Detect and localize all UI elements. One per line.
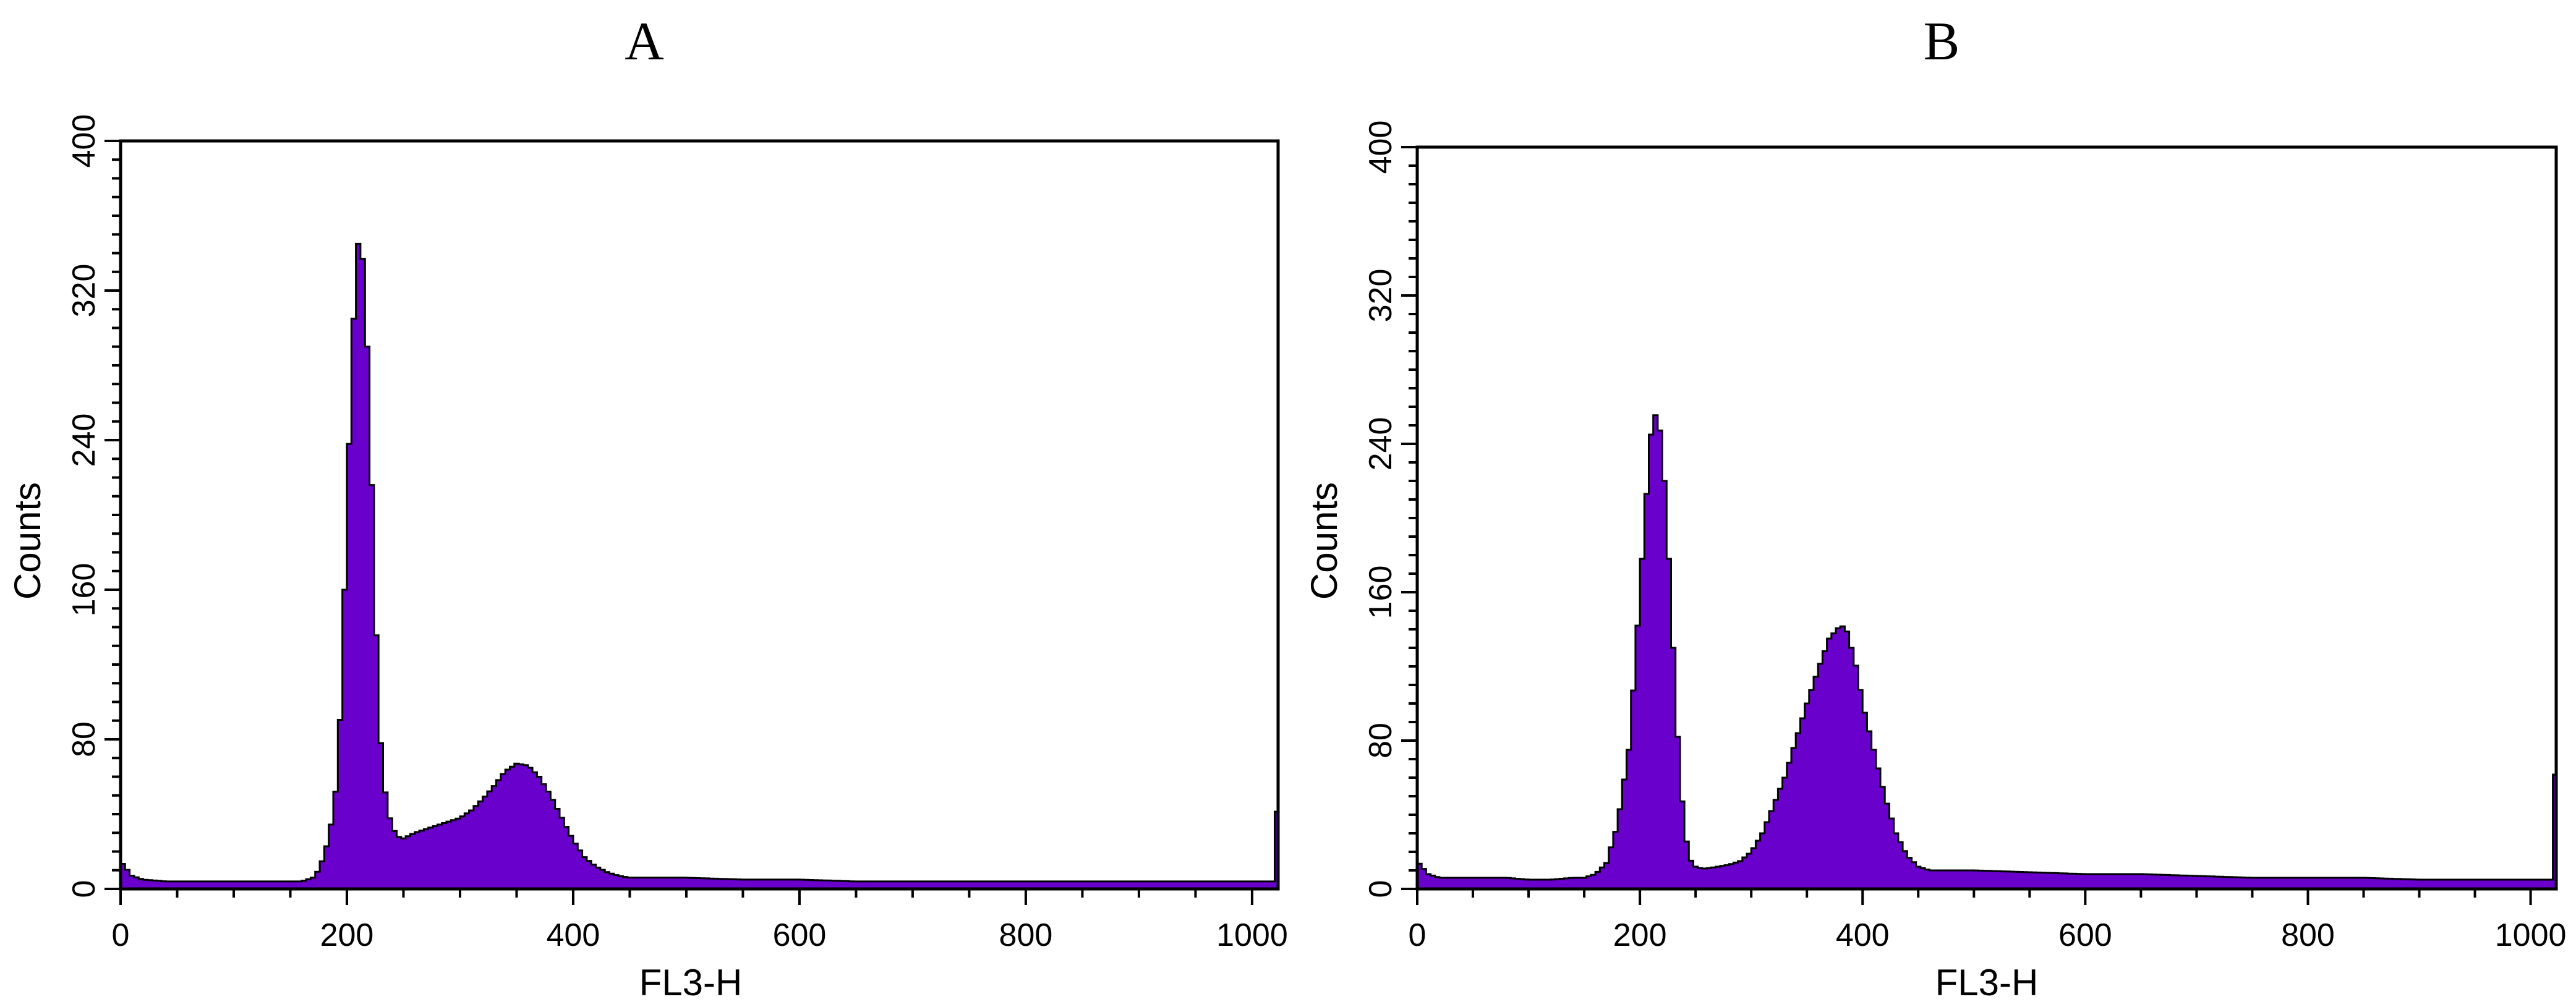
x-tick-label: 1000 — [2495, 917, 2567, 953]
x-tick-label: 600 — [2058, 917, 2112, 953]
axis-ticks-a: 0 200 400 600 800 1000 0 80 160 240 320 400 — [66, 114, 1288, 953]
y-tick-label: 80 — [66, 721, 102, 757]
x-axis-label-a: FL3-H — [639, 962, 743, 1003]
x-tick-label: 0 — [1409, 917, 1427, 953]
y-tick-label: 0 — [66, 880, 102, 898]
histogram-series-a — [119, 242, 1279, 890]
y-tick-label: 400 — [1363, 121, 1399, 174]
histogram-panel-b: B 0 200 400 600 800 1000 0 80 160 240 320 400 FL3-H… — [1303, 12, 2566, 1003]
y-tick-label: 320 — [66, 264, 102, 318]
plot-frame-a — [119, 139, 1280, 891]
y-tick-label: 240 — [1363, 417, 1399, 471]
x-tick-label: 800 — [999, 917, 1053, 953]
plot-frame-b — [1415, 145, 2558, 891]
panel-title-a: A — [625, 12, 664, 72]
y-tick-label: 80 — [1363, 723, 1399, 758]
x-tick-label: 400 — [1836, 917, 1890, 953]
y-axis-label-a: Counts — [7, 482, 48, 600]
y-tick-label: 160 — [1363, 566, 1399, 619]
x-tick-label: 600 — [773, 917, 827, 953]
histogram-area — [1416, 414, 2557, 890]
x-tick-label: 200 — [320, 917, 374, 953]
y-tick-label: 0 — [1363, 880, 1399, 898]
panel-title-b: B — [1924, 12, 1960, 72]
histogram-panel-a: A 0 200 400 600 800 1000 0 80 160 240 320 400 FL3-H… — [7, 12, 1288, 1003]
x-tick-label: 400 — [547, 917, 600, 953]
y-tick-label: 320 — [1363, 269, 1399, 323]
histogram-series-b — [1416, 414, 2557, 890]
y-tick-label: 240 — [66, 414, 102, 467]
x-axis-label-b: FL3-H — [1935, 962, 2039, 1003]
x-tick-label: 0 — [112, 917, 130, 953]
y-tick-label: 400 — [66, 114, 102, 168]
axis-ticks-b: 0 200 400 600 800 1000 0 80 160 240 320 400 — [1363, 121, 2566, 953]
x-tick-label: 1000 — [1216, 917, 1288, 953]
y-tick-label: 160 — [66, 563, 102, 617]
y-axis-label-b: Counts — [1303, 482, 1345, 600]
x-tick-label: 200 — [1613, 917, 1667, 953]
x-tick-label: 800 — [2281, 917, 2335, 953]
histogram-area — [119, 242, 1279, 890]
